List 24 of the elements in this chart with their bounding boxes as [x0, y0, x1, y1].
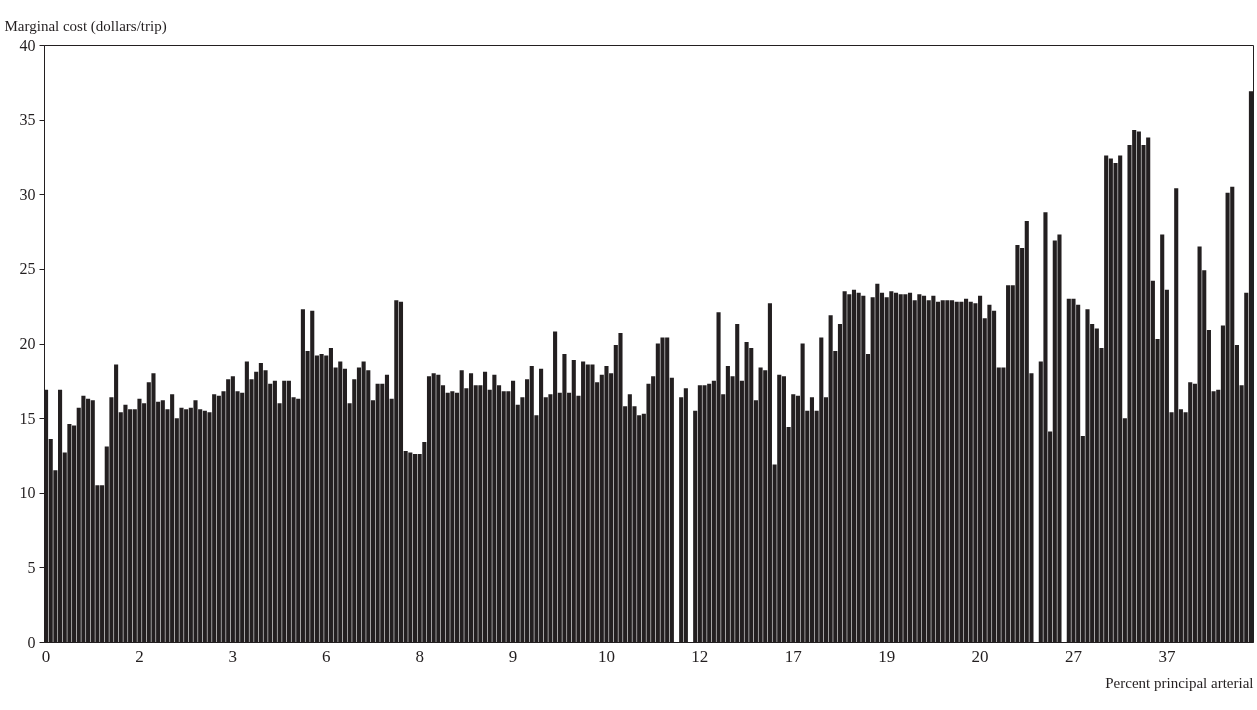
- y-tick-label: 35: [19, 111, 36, 129]
- y-tick-label: 0: [27, 633, 36, 651]
- x-tick-label: 2: [135, 646, 144, 666]
- x-tick-label: 9: [508, 646, 518, 666]
- y-tick-label: 30: [19, 185, 36, 203]
- x-tick-label: 19: [878, 646, 896, 666]
- x-tick-label: 8: [415, 646, 424, 666]
- y-tick-label: 15: [19, 409, 36, 427]
- x-tick-label: 6: [322, 646, 331, 666]
- x-tick-label: 0: [41, 646, 51, 666]
- y-tick-label: 40: [19, 36, 36, 54]
- y-tick-label: 20: [19, 335, 36, 352]
- y-tick-label: 5: [27, 558, 36, 576]
- x-tick-label: 37: [1158, 646, 1176, 666]
- x-tick-label: 10: [597, 646, 615, 666]
- x-tick-label: 12: [691, 646, 709, 666]
- y-axis-title: Marginal cost (dollars/trip): [4, 17, 167, 35]
- x-tick-label: 17: [784, 646, 803, 666]
- x-tick-label: 20: [971, 646, 989, 666]
- x-tick-label: 27: [1064, 646, 1083, 666]
- y-tick-label: 10: [19, 484, 36, 502]
- y-tick-label: 25: [19, 260, 36, 278]
- x-tick-label: 3: [228, 646, 238, 666]
- x-axis-title: Percent principal arterial: [1105, 674, 1254, 691]
